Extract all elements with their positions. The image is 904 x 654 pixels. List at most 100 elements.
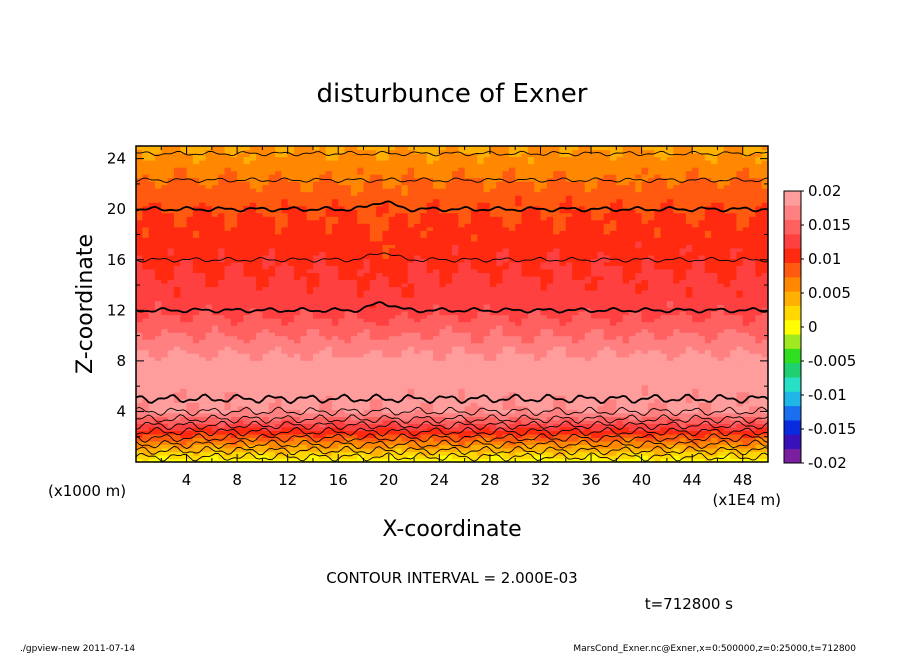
field-cell xyxy=(186,423,194,428)
field-cell xyxy=(578,346,586,351)
field-cell xyxy=(256,328,263,333)
field-cell xyxy=(243,388,251,393)
field-cell xyxy=(237,360,245,365)
field-cell xyxy=(407,454,415,460)
field-cell xyxy=(673,367,681,372)
field-cell xyxy=(357,409,365,414)
field-cell xyxy=(237,402,245,407)
field-cell xyxy=(161,363,169,368)
field-cell xyxy=(230,335,238,340)
field-cell xyxy=(616,440,624,446)
field-cell xyxy=(426,430,434,435)
field-cell xyxy=(489,335,497,340)
field-cell xyxy=(173,433,181,439)
field-cell xyxy=(622,447,630,453)
field-cell xyxy=(660,381,668,386)
field-cell xyxy=(148,328,156,333)
field-cell xyxy=(666,307,674,312)
field-cell xyxy=(363,444,371,449)
field-cell xyxy=(666,423,674,428)
field-cell xyxy=(439,328,447,333)
field-cell xyxy=(218,391,226,396)
field-cell xyxy=(452,384,459,389)
field-cell xyxy=(142,398,150,403)
field-cell xyxy=(224,444,232,449)
field-cell xyxy=(338,374,346,379)
field-cell xyxy=(300,377,308,382)
field-cell xyxy=(698,374,706,379)
field-cell xyxy=(761,346,768,351)
field-cell xyxy=(192,325,200,330)
field-cell xyxy=(660,335,668,340)
field-cell xyxy=(572,325,579,330)
field-cell xyxy=(591,363,598,368)
field-cell xyxy=(515,381,523,386)
field-cell xyxy=(142,444,150,449)
field-cell xyxy=(452,405,459,410)
field-cell xyxy=(685,458,693,462)
field-cell xyxy=(685,314,693,319)
field-cell xyxy=(401,454,409,460)
field-cell xyxy=(243,332,251,337)
field-cell xyxy=(464,402,472,407)
field-cell xyxy=(704,325,712,330)
field-cell xyxy=(224,332,232,337)
field-cell xyxy=(736,318,744,323)
field-cell xyxy=(439,318,447,323)
field-cell xyxy=(742,430,750,435)
field-cell xyxy=(407,402,415,407)
field-cell xyxy=(666,332,674,337)
field-cell xyxy=(249,433,257,439)
field-cell xyxy=(294,384,301,389)
field-cell xyxy=(363,370,371,375)
field-cell xyxy=(572,437,579,442)
field-cell xyxy=(704,458,712,462)
field-cell xyxy=(660,426,668,431)
field-cell xyxy=(717,398,725,403)
field-cell xyxy=(338,370,346,375)
field-cell xyxy=(660,374,668,379)
field-cell xyxy=(395,311,403,316)
chart-title: disturbunce of Exner xyxy=(317,79,588,109)
field-cell xyxy=(186,447,194,453)
field-cell xyxy=(319,311,327,316)
field-cell xyxy=(312,314,320,319)
field-cell xyxy=(173,300,181,305)
field-cell xyxy=(357,430,365,435)
field-cell xyxy=(578,381,586,386)
field-cell xyxy=(477,381,485,386)
field-cell xyxy=(388,300,396,305)
field-cell xyxy=(572,300,579,305)
field-cell xyxy=(508,377,516,382)
field-cell xyxy=(761,363,768,368)
field-cell xyxy=(275,286,282,291)
field-cell xyxy=(496,440,504,446)
field-cell xyxy=(148,296,156,302)
field-cell xyxy=(546,289,554,295)
field-cell xyxy=(167,318,175,323)
field-cell xyxy=(647,374,655,379)
field-cell xyxy=(173,370,181,375)
field-cell xyxy=(717,391,725,396)
field-cell xyxy=(433,346,440,351)
field-cell xyxy=(306,402,314,407)
field-cell xyxy=(635,426,643,431)
field-cell xyxy=(502,304,510,309)
field-cell xyxy=(281,416,289,421)
field-cell xyxy=(262,349,270,354)
field-cell xyxy=(628,367,636,372)
field-cell xyxy=(647,304,655,309)
field-cell xyxy=(433,419,440,424)
field-cell xyxy=(496,335,504,340)
field-cell xyxy=(249,367,257,372)
field-cell xyxy=(559,395,567,400)
field-cell xyxy=(578,419,586,424)
field-cell xyxy=(395,363,403,368)
field-cell xyxy=(433,328,440,333)
field-cell xyxy=(489,409,497,414)
field-cell xyxy=(312,458,320,462)
field-cell xyxy=(755,388,763,393)
field-cell xyxy=(249,293,257,298)
field-cell xyxy=(666,458,674,462)
field-cell xyxy=(654,409,662,414)
